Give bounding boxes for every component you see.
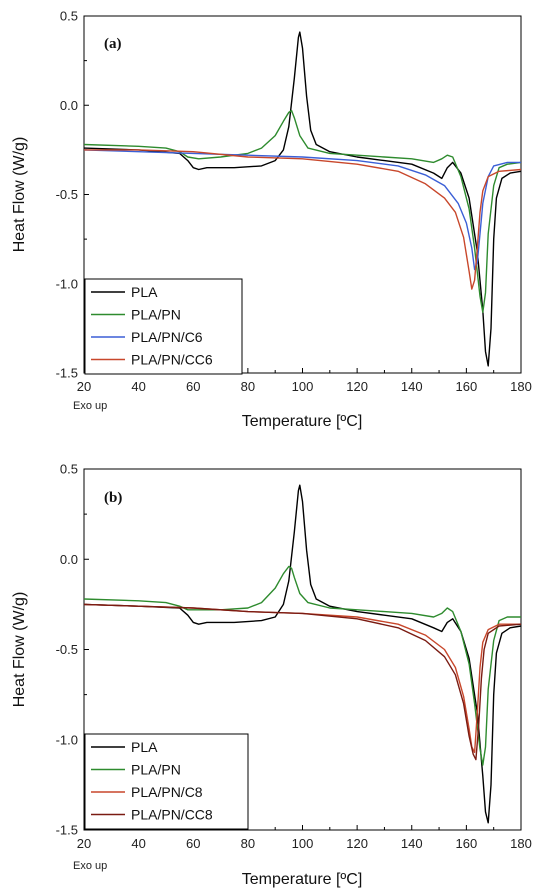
x-tick-label: 20: [77, 379, 91, 394]
x-tick-label: 140: [401, 836, 423, 851]
legend-label: PLA/PN/C6: [131, 329, 203, 345]
x-tick-label: 180: [510, 379, 532, 394]
legend-label: PLA/PN/CC8: [131, 807, 213, 823]
x-axis-title: Temperature [ºC]: [242, 871, 363, 888]
x-tick-label: 40: [131, 836, 145, 851]
legend-label: PLA/PN: [131, 762, 181, 778]
legend-label: PLA: [131, 739, 158, 755]
chart-panel-a: 20 40 60 80 100 120 140 160 180 0.5 0.0 -0.5 -1.0 -1.…: [11, 9, 532, 431]
y-axis-title: Heat Flow (W/g): [11, 137, 28, 253]
x-axis-title: Temperature [ºC]: [242, 413, 363, 430]
x-tick-label: 140: [401, 379, 423, 394]
legend-box: [84, 278, 243, 375]
y-tick-label: 0.0: [60, 552, 78, 567]
panel-label: (b): [104, 490, 122, 506]
exo-up-note: Exo up: [73, 400, 107, 412]
series-line-pla-pn-c6: [83, 149, 521, 271]
y-tick-label: 0.5: [60, 462, 78, 477]
x-tick-label: 80: [241, 379, 255, 394]
legend: PLA PLA/PN PLA/PN/C6 PLA/PN/CC6: [84, 278, 243, 375]
legend: PLA PLA/PN PLA/PN/C8 PLA/PN/CC8: [84, 733, 249, 830]
x-tick-label: 120: [346, 379, 368, 394]
x-tick-label: 60: [186, 836, 200, 851]
series-line-pla-pn-cc8: [83, 603, 522, 761]
x-tick-label: 100: [292, 836, 314, 851]
series-line-pla-pn-c8: [83, 603, 521, 754]
y-axis-title: Heat Flow (W/g): [11, 592, 28, 708]
x-tick-label: 180: [510, 836, 532, 851]
legend-label: PLA: [131, 284, 158, 300]
x-tick-label: 120: [346, 836, 368, 851]
y-tick-label: -0.5: [56, 642, 78, 657]
y-tick-label: -1.0: [56, 276, 78, 291]
y-tick-label: 0.5: [60, 9, 78, 24]
y-tick-label: -0.5: [56, 187, 78, 202]
legend-box: [84, 733, 249, 830]
series-line-pla-pn: [83, 109, 522, 313]
x-tick-label: 160: [456, 379, 478, 394]
x-tick-label: 80: [241, 836, 255, 851]
x-tick-label: 40: [131, 379, 145, 394]
panel-label: (a): [104, 36, 122, 52]
x-tick-label: 20: [77, 836, 91, 851]
exo-up-note: Exo up: [73, 860, 107, 872]
x-tick-label: 160: [456, 836, 478, 851]
legend-label: PLA/PN/C8: [131, 784, 203, 800]
series-line-pla-pn-cc6: [84, 149, 522, 290]
y-tick-label: 0.0: [60, 98, 78, 113]
legend-label: PLA/PN/CC6: [131, 352, 213, 368]
y-tick-label: -1.5: [56, 366, 78, 381]
chart-panel-b: 20 40 60 80 100 120 140 160 180 0.5 0.0 -0.5 -1.0 -1.…: [11, 462, 532, 889]
x-tick-label: 60: [186, 379, 200, 394]
series-line-pla: [83, 31, 522, 367]
y-tick-label: -1.0: [56, 732, 78, 747]
x-tick-label: 100: [292, 379, 314, 394]
series-line-pla: [83, 484, 522, 824]
legend-label: PLA/PN: [131, 307, 181, 323]
y-tick-label: -1.5: [56, 823, 78, 838]
